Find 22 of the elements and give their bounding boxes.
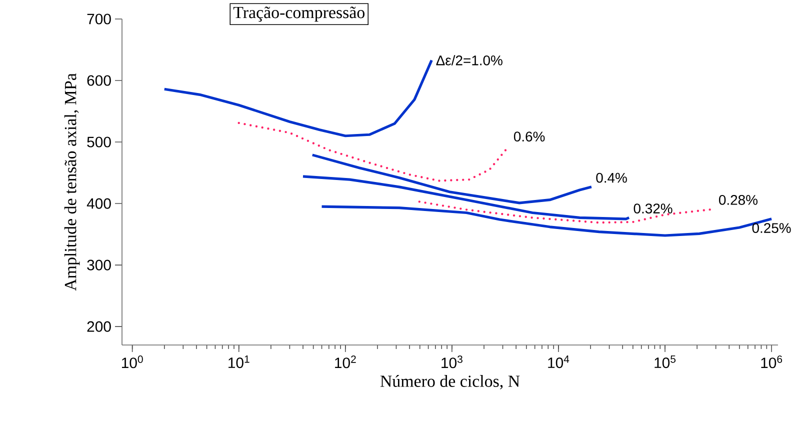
x-tick-label: 10$^{5}$ (654, 356, 676, 368)
x-tick-label: 10$^{0}$ (122, 356, 143, 368)
series-label: 0.25% (752, 223, 791, 233)
y-tick-label: 600 (87, 75, 111, 86)
series-label: 0.32% (634, 204, 672, 214)
series-label: 0.4% (596, 172, 627, 183)
x-tick-label: 10$^{1}$ (228, 356, 250, 368)
y-tick-label: 700 (87, 14, 111, 24)
series-label: Δε/2=1.0% (436, 55, 502, 66)
x-axis-title: Número de ciclos, N (380, 375, 520, 390)
y-tick-label: 200 (87, 321, 111, 332)
y-axis-title: Amplitude de tensão axial, MPa (64, 73, 80, 291)
series-label: 0.6% (514, 132, 545, 142)
y-tick-label: 300 (87, 260, 111, 270)
x-tick-label: 10$^{4}$ (548, 356, 570, 368)
chart-title: Tração-compressão (233, 6, 365, 22)
y-tick-label: 500 (87, 136, 111, 148)
series-label: 0.28% (719, 194, 758, 205)
y-tick-label: 400 (86, 198, 111, 209)
x-tick-label: 10$^{2}$ (335, 356, 356, 368)
x-tick-label: 10$^{3}$ (442, 356, 462, 368)
x-tick-label: 10$^{6}$ (761, 356, 782, 368)
